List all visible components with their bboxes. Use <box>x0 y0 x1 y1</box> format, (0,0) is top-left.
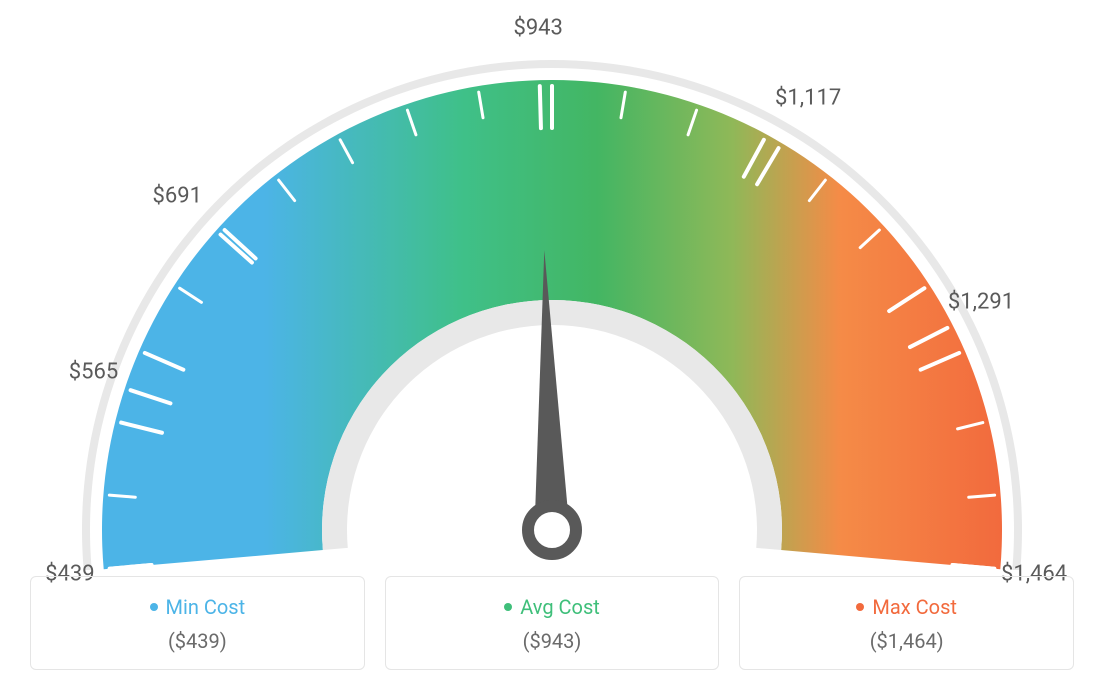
legend-value: ($943) <box>396 629 709 653</box>
tick-label: $691 <box>153 183 202 208</box>
legend-value: ($439) <box>41 629 354 653</box>
tick-label: $1,291 <box>948 289 1014 314</box>
legend-label: Max Cost <box>872 595 957 619</box>
gauge-area: $439$565$691$943$1,117$1,291$1,464 <box>0 0 1104 570</box>
legend-dot <box>504 603 512 611</box>
tick-minor <box>109 495 135 497</box>
legend-label: Min Cost <box>166 595 246 619</box>
legend-card-min: Min Cost ($439) <box>30 576 365 670</box>
legend-card-avg: Avg Cost ($943) <box>385 576 720 670</box>
legend-row: Min Cost ($439) Avg Cost ($943) Max Cost ($1,… <box>30 576 1074 670</box>
tick-label: $943 <box>513 16 562 41</box>
tick-label: $1,117 <box>775 86 841 111</box>
legend-value: ($1,464) <box>750 629 1063 653</box>
legend-label: Avg Cost <box>520 595 600 619</box>
legend-dot <box>150 603 158 611</box>
tick-major <box>540 86 541 128</box>
legend-label-row: Min Cost <box>41 595 354 619</box>
legend-dot <box>856 603 864 611</box>
gauge-svg <box>0 0 1104 570</box>
needle-hub <box>528 506 576 554</box>
tick-label: $565 <box>69 359 118 384</box>
gauge-chart-container: $439$565$691$943$1,117$1,291$1,464 Min C… <box>0 0 1104 690</box>
tick-minor <box>969 495 995 497</box>
legend-card-max: Max Cost ($1,464) <box>739 576 1074 670</box>
legend-label-row: Avg Cost <box>396 595 709 619</box>
legend-label-row: Max Cost <box>750 595 1063 619</box>
